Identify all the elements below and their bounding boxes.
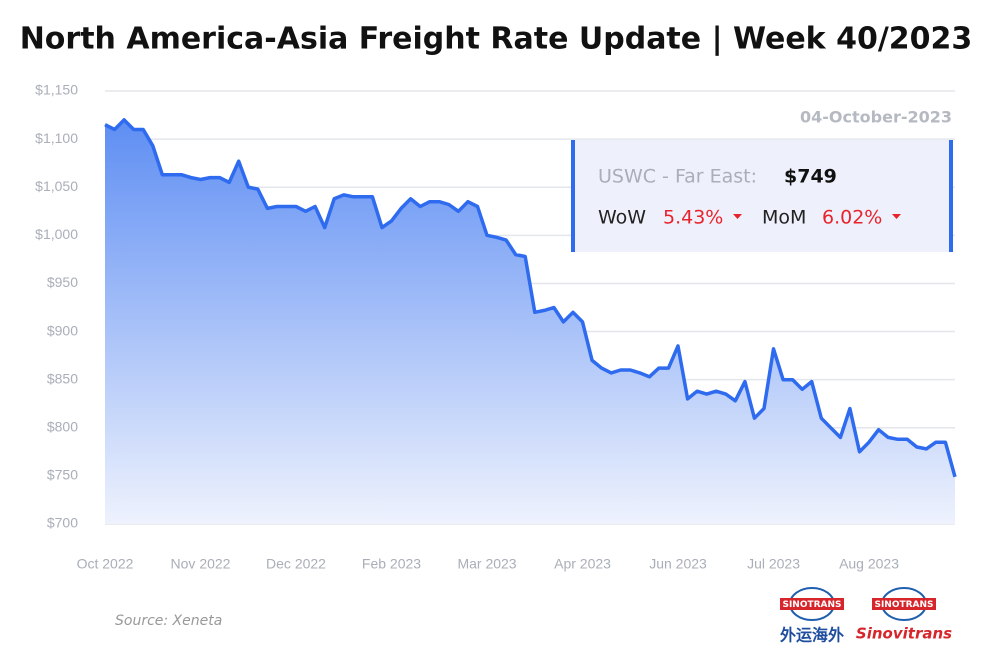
y-tick-label: $950 xyxy=(47,274,78,290)
y-tick-label: $750 xyxy=(47,467,78,483)
logo-band xyxy=(872,598,936,610)
tooltip-box xyxy=(572,140,952,252)
x-tick-label: Feb 2023 xyxy=(362,556,421,572)
area xyxy=(105,119,955,525)
x-tick-label: Mar 2023 xyxy=(457,556,516,572)
y-tick-label: $900 xyxy=(47,322,78,338)
mom-label: MoM xyxy=(762,207,806,229)
source: Source: Xeneta xyxy=(115,613,222,629)
logo-band xyxy=(780,598,844,610)
y-tick-label: $1,000 xyxy=(35,226,78,242)
x-tick-label: Dec 2022 xyxy=(266,556,326,572)
line xyxy=(104,118,957,478)
x-tick-label: Jul 2023 xyxy=(747,556,800,572)
y-tick-label: $800 xyxy=(47,418,78,434)
tooltip-edge xyxy=(949,140,953,252)
x-tick-label: Aug 2023 xyxy=(839,556,899,572)
down-arrow xyxy=(733,214,742,219)
x-tick-label: Nov 2022 xyxy=(171,556,231,572)
route-label: USWC - Far East: xyxy=(598,166,757,188)
chart-title: North America-Asia Freight Rate Update |… xyxy=(20,22,973,57)
wow-label: WoW xyxy=(598,207,646,229)
tooltip-edge xyxy=(571,140,575,252)
price: $749 xyxy=(784,166,837,188)
mom-value: 6.02% xyxy=(822,207,882,229)
y-tick-label: $850 xyxy=(47,370,78,386)
logo-chinese: 外运海外 xyxy=(779,626,844,645)
plot: $700 $750 $800 $850 $900 $950 $1,000 $1,050 $1,1… xyxy=(35,82,957,572)
y-tick-label: $1,050 xyxy=(35,178,78,194)
wow-value: 5.43% xyxy=(663,207,723,229)
y-tick-label: $1,100 xyxy=(35,130,78,146)
logo-text: SINOTRANS xyxy=(874,600,933,610)
tooltip: USWC - Far East: $749 WoW 5.43% MoM 6.02… xyxy=(571,140,953,252)
logo-text: SINOTRANS xyxy=(782,600,841,610)
y-tick-label: $1,150 xyxy=(35,82,78,98)
logo: SINOTRANS 外运海外 SINOTRANS Sinovitrans xyxy=(779,587,952,645)
x-tick-label: Jun 2023 xyxy=(649,556,707,572)
annotation-date: 04-October-2023 xyxy=(800,108,952,127)
x-tick-label: Oct 2022 xyxy=(77,556,134,572)
down-arrow xyxy=(892,214,901,219)
x-tick-label: Apr 2023 xyxy=(554,556,611,572)
y-tick-label: $700 xyxy=(47,515,78,531)
logo-english: Sinovitrans xyxy=(856,625,952,643)
